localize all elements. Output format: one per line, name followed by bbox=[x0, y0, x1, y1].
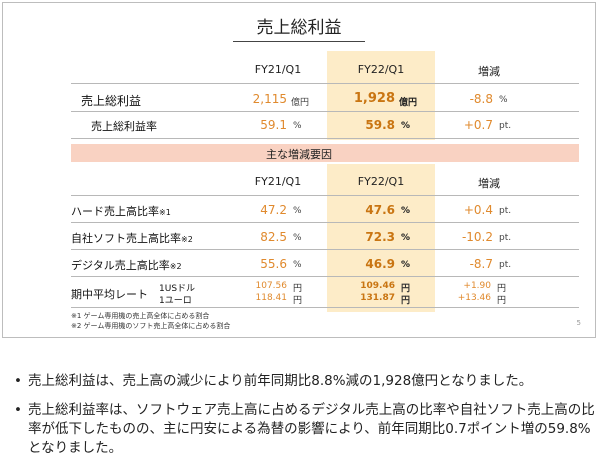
hardware-prev-unit: % bbox=[293, 206, 302, 216]
footnote-2: ※2 ゲーム専用機のソフト売上高全体に占める割合 bbox=[71, 322, 231, 330]
fx-usd-prev: 107.56 bbox=[255, 281, 288, 291]
fx-currency-eur: 1ユーロ bbox=[159, 296, 192, 306]
factor-label-first-party-text: 自社ソフト売上高比率 bbox=[71, 232, 181, 245]
gross-profit-curr-unit: 億円 bbox=[399, 98, 418, 108]
fx-currency-usd: 1USドル bbox=[159, 284, 196, 294]
hardware-curr-unit: % bbox=[401, 206, 411, 216]
gross-profit-change-unit: % bbox=[499, 95, 508, 105]
top-header-rule bbox=[71, 83, 579, 84]
fx-eur-curr-unit: 円 bbox=[401, 296, 411, 306]
gross-margin-change-unit: pt. bbox=[499, 121, 512, 131]
digital-change: -8.7 bbox=[469, 257, 493, 271]
gross-margin-prev-unit: % bbox=[293, 121, 302, 131]
factors-header-rule bbox=[71, 195, 579, 196]
factor-row2-rule bbox=[71, 249, 579, 250]
digital-curr: 46.9 bbox=[365, 257, 395, 271]
top-header-prev: FY21/Q1 bbox=[254, 63, 302, 76]
commentary-item: • 売上総利益は、売上高の減少により前年同期比8.8%減の1,928億円となりま… bbox=[8, 372, 596, 391]
fx-usd-curr-unit: 円 bbox=[401, 284, 411, 294]
page-number: 5 bbox=[576, 319, 581, 327]
fx-usd-change: +1.90 bbox=[463, 281, 491, 291]
gross-profit-change: -8.8 bbox=[469, 92, 493, 106]
gross-margin-prev: 59.1 bbox=[260, 118, 287, 132]
fx-eur-change: +13.46 bbox=[457, 293, 491, 303]
digital-change-unit: pt. bbox=[499, 260, 512, 270]
commentary-text-2: 売上総利益率は、ソフトウェア売上高に占めるデジタル売上高の比率や自社ソフト売上高… bbox=[28, 402, 595, 456]
digital-curr-unit: % bbox=[401, 260, 411, 270]
fx-rule bbox=[71, 307, 579, 308]
slide: 売上総利益 FY21/Q1 FY22/Q1 増減 売上総利益 2,115 億円 … bbox=[2, 2, 596, 338]
factors-band bbox=[71, 144, 579, 162]
commentary-text-1: 売上総利益は、売上高の減少により前年同期比8.8%減の1,928億円となりました… bbox=[28, 373, 533, 389]
fx-label: 期中平均レート bbox=[71, 288, 148, 301]
gross-margin-curr-unit: % bbox=[401, 121, 411, 131]
gross-margin-curr: 59.8 bbox=[365, 118, 395, 132]
digital-prev: 55.6 bbox=[260, 257, 287, 271]
fx-usd-change-unit: 円 bbox=[497, 284, 507, 294]
gross-profit-curr: 1,928 bbox=[353, 91, 395, 106]
current-period-highlight-bottom bbox=[327, 164, 435, 312]
factor-mark-first-party: ※2 bbox=[181, 235, 193, 244]
footnote-1: ※1 ゲーム専用機の売上高全体に占める割合 bbox=[71, 312, 210, 320]
top-row2-rule bbox=[71, 138, 579, 139]
first-party-prev-unit: % bbox=[293, 233, 302, 243]
commentary: • 売上総利益は、売上高の減少により前年同期比8.8%減の1,928億円となりま… bbox=[8, 372, 596, 468]
factors-header-change: 増減 bbox=[478, 177, 500, 190]
hardware-change: +0.4 bbox=[463, 203, 493, 217]
top-header-curr: FY22/Q1 bbox=[357, 63, 405, 76]
row-label-gross-margin: 売上総利益率 bbox=[91, 120, 157, 133]
first-party-change: -10.2 bbox=[461, 230, 493, 244]
commentary-item: • 売上総利益率は、ソフトウェア売上高に占めるデジタル売上高の比率や自社ソフト売… bbox=[8, 401, 596, 458]
fx-eur-curr: 131.87 bbox=[360, 293, 395, 303]
factor-label-digital: デジタル売上高比率※2 bbox=[71, 257, 182, 273]
factor-label-first-party: 自社ソフト売上高比率※2 bbox=[71, 230, 193, 246]
fx-usd-curr: 109.46 bbox=[360, 281, 395, 291]
hardware-prev: 47.2 bbox=[260, 203, 287, 217]
hardware-change-unit: pt. bbox=[499, 206, 512, 216]
factors-title: 主な増減要因 bbox=[266, 148, 332, 161]
current-period-highlight-top bbox=[327, 51, 435, 140]
factors-header-prev: FY21/Q1 bbox=[254, 175, 302, 188]
digital-prev-unit: % bbox=[293, 260, 302, 270]
first-party-change-unit: pt. bbox=[499, 233, 512, 243]
fx-eur-prev: 118.41 bbox=[255, 293, 288, 303]
first-party-curr: 72.3 bbox=[365, 230, 395, 244]
fx-eur-prev-unit: 円 bbox=[293, 296, 303, 306]
factor-label-hardware-text: ハード売上高比率 bbox=[71, 205, 159, 218]
row-label-gross-profit: 売上総利益 bbox=[81, 94, 142, 108]
first-party-curr-unit: % bbox=[401, 233, 411, 243]
bullet-dot: • bbox=[14, 373, 22, 389]
slide-title: 売上総利益 bbox=[256, 18, 342, 38]
factor-mark-digital: ※2 bbox=[169, 262, 182, 271]
top-header-change: 増減 bbox=[478, 65, 500, 78]
gross-profit-prev-unit: 億円 bbox=[291, 98, 310, 108]
factor-label-hardware: ハード売上高比率※1 bbox=[71, 203, 171, 219]
title-underline bbox=[233, 41, 365, 42]
factor-label-digital-text: デジタル売上高比率 bbox=[71, 259, 170, 272]
top-row1-rule bbox=[71, 111, 579, 112]
bullet-dot: • bbox=[14, 402, 22, 418]
fx-eur-change-unit: 円 bbox=[497, 296, 507, 306]
first-party-prev: 82.5 bbox=[260, 230, 287, 244]
factor-row1-rule bbox=[71, 222, 579, 223]
fx-usd-prev-unit: 円 bbox=[293, 284, 303, 294]
factors-header-curr: FY22/Q1 bbox=[357, 175, 405, 188]
factor-mark-hardware: ※1 bbox=[159, 208, 171, 217]
gross-profit-prev: 2,115 bbox=[252, 92, 287, 106]
hardware-curr: 47.6 bbox=[365, 203, 395, 217]
gross-margin-change: +0.7 bbox=[463, 118, 493, 132]
factor-row3-rule bbox=[71, 276, 579, 277]
